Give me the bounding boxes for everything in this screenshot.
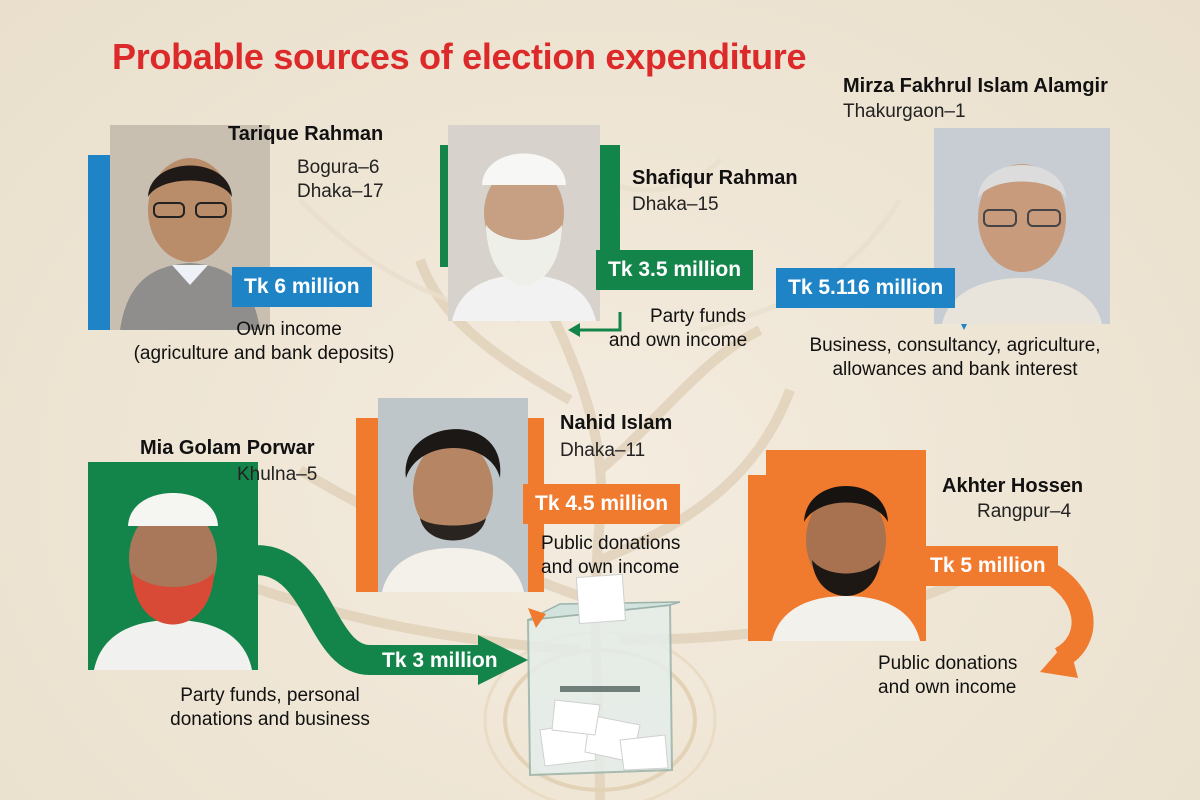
funding-source-line: Party funds (649, 306, 747, 327)
funding-source: Public donations and own income (878, 652, 1017, 700)
funding-source-line: and own income (608, 330, 748, 351)
funding-source-line: and own income (878, 677, 1017, 698)
funding-source-line: (agriculture and bank deposits) (133, 343, 395, 364)
page-title: Probable sources of election expenditure (112, 36, 807, 77)
funding-source-line: Public donations (541, 533, 681, 554)
candidate-name: Mirza Fakhrul Islam Alamgir (843, 75, 1108, 97)
person-icon (378, 398, 528, 592)
funding-source-line: donations and business (170, 709, 370, 730)
constituency: Dhaka–11 (560, 440, 646, 461)
constituency: Bogura–6 (297, 157, 380, 178)
funding-source: Public donations and own income (541, 532, 680, 580)
candidate-name: Nahid Islam (560, 412, 673, 434)
person-icon (448, 125, 600, 321)
constituency: Rangpur–4 (977, 501, 1072, 522)
funding-source: Own income (agriculture and bank deposit… (74, 318, 454, 366)
funding-source: Business, consultancy, agriculture, allo… (790, 334, 1120, 382)
funding-source-line: Own income (236, 319, 342, 340)
candidate-name: Tarique Rahman (228, 123, 384, 145)
candidate-photo (88, 462, 258, 670)
amount-label: Tk 5.116 million (776, 268, 956, 308)
funding-source: Party funds and own income (598, 305, 758, 353)
candidate-photo (448, 125, 600, 321)
funding-source: Party funds, personal donations and busi… (150, 684, 390, 732)
amount-label: Tk 5 million (918, 546, 1058, 586)
funding-source-line: Public donations (878, 653, 1018, 674)
person-icon (766, 450, 926, 641)
amount-label: Tk 6 million (232, 267, 372, 307)
amount-label: Tk 3 million (382, 649, 498, 672)
person-icon (110, 125, 270, 330)
constituency: Khulna–5 (237, 464, 318, 485)
candidate-name: Shafiqur Rahman (632, 167, 798, 189)
amount-label: Tk 3.5 million (596, 250, 754, 290)
constituency: Dhaka–15 (632, 194, 719, 215)
arrow-icon (478, 635, 528, 685)
candidate-photo (934, 128, 1110, 324)
constituency: Thakurgaon–1 (843, 101, 966, 122)
candidate-photo (110, 125, 270, 330)
funding-source-line: Party funds, personal (180, 685, 360, 706)
candidate-name: Akhter Hossen (942, 475, 1084, 497)
person-icon (934, 128, 1110, 324)
amount-label: Tk 4.5 million (523, 484, 681, 524)
candidate-photo (378, 398, 528, 592)
funding-source-line: allowances and bank interest (832, 359, 1078, 380)
person-icon (88, 462, 258, 670)
funding-source-line: Business, consultancy, agriculture, (809, 335, 1101, 356)
arrow-icon (1040, 640, 1078, 678)
candidate-photo (766, 450, 926, 641)
funding-source-line: and own income (541, 557, 680, 578)
constituency: Dhaka–17 (297, 181, 384, 202)
candidate-name: Mia Golam Porwar (140, 437, 315, 459)
